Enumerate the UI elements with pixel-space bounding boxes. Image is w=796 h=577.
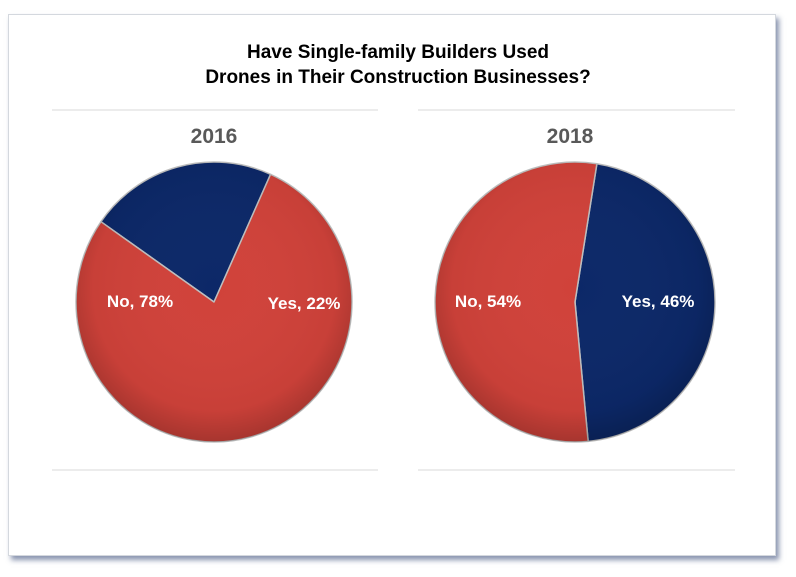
slice-label-2018-no: No, 54% <box>455 292 521 311</box>
pie-title-2018: 2018 <box>547 125 594 148</box>
slice-label-2016-yes: Yes, 22% <box>268 294 341 313</box>
chart-title: Have Single-family Builders Used Drones … <box>0 40 796 90</box>
chart-title-line-1: Have Single-family Builders Used <box>247 42 549 63</box>
slice-label-2016-no: No, 78% <box>107 292 173 311</box>
pie-title-2016: 2016 <box>191 125 238 148</box>
chart-title-line-2: Drones in Their Construction Businesses? <box>205 67 591 88</box>
slice-label-2018-yes: Yes, 46% <box>622 292 695 311</box>
